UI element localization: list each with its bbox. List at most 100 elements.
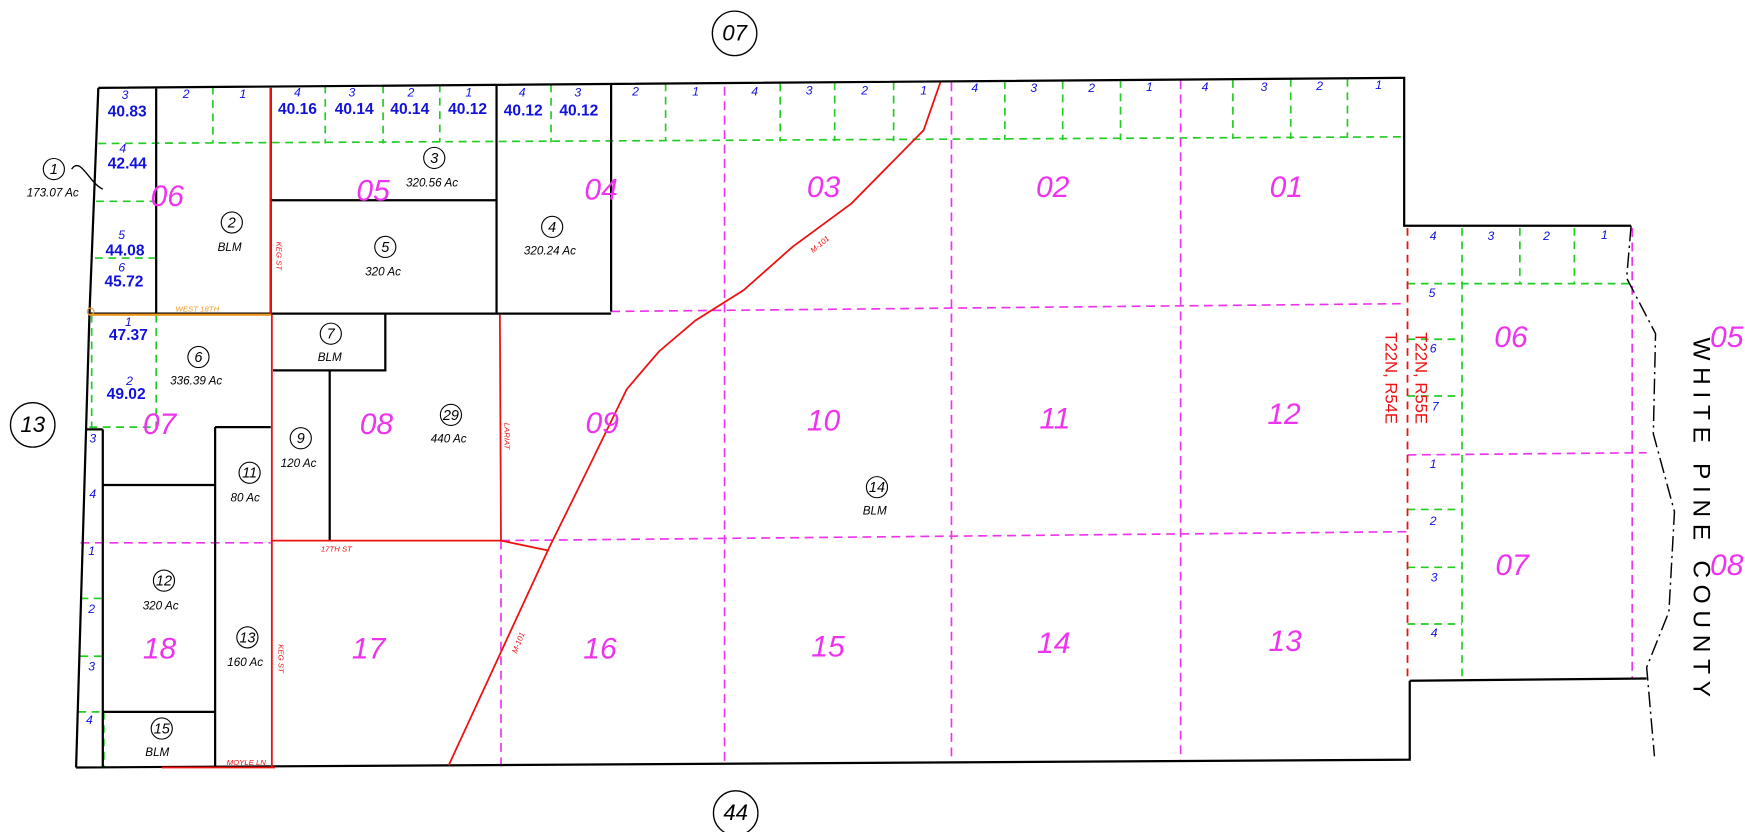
- lot-number: 5: [118, 228, 125, 242]
- parcel-number: 3: [430, 151, 438, 167]
- lot-number: 1: [1375, 78, 1382, 92]
- lot-acreage: 44.08: [106, 242, 145, 259]
- lot-number: 2: [1542, 229, 1550, 243]
- lot-acreage: 40.16: [278, 101, 317, 118]
- section-number: 07: [143, 408, 178, 441]
- section-number: 04: [584, 173, 617, 206]
- lot-acreage: 40.12: [448, 101, 487, 118]
- road-label: KEG ST: [277, 644, 286, 674]
- parcel-area: 320.24 Ac: [524, 244, 576, 257]
- lot-number: 3: [1261, 80, 1268, 94]
- parcel-area: 336.39 Ac: [170, 375, 222, 388]
- parcel-number: 13: [239, 630, 255, 646]
- parcel-area: 80 Ac: [230, 491, 260, 504]
- lot-number: 4: [1430, 229, 1437, 243]
- lot-number: 7: [1432, 399, 1440, 413]
- section-number: 08: [360, 408, 394, 441]
- lot-acreage: 40.83: [108, 103, 147, 120]
- lot-number: 3: [574, 86, 581, 100]
- lot-number: 4: [751, 85, 758, 99]
- lot-number: 4: [519, 86, 526, 100]
- parcel-area: BLM: [145, 746, 169, 759]
- section-number: 08: [1710, 549, 1744, 582]
- lot-number: 6: [1430, 341, 1437, 355]
- lot-number: 2: [406, 86, 414, 100]
- parcel-number: 15: [154, 721, 171, 737]
- county-name: WHITE PINE COUNTY: [1688, 337, 1715, 703]
- township-label: T22N, R55E: [1411, 332, 1430, 424]
- lot-number: 6: [118, 260, 125, 274]
- lot-acreage: 49.02: [107, 386, 146, 403]
- lot-acreage: 40.12: [559, 102, 598, 119]
- section-number: 09: [586, 407, 620, 440]
- section-number: 18: [143, 633, 177, 666]
- parcel-area: 173.07 Ac: [27, 187, 79, 200]
- adjacent-parcel: 13: [20, 412, 45, 437]
- parcel-number: 2: [227, 215, 236, 231]
- lot-number: 3: [349, 86, 356, 100]
- parcel-area: 320.56 Ac: [406, 177, 458, 190]
- section-number: 16: [583, 633, 617, 666]
- adjacent-parcel: 07: [722, 20, 748, 45]
- lot-number: 3: [1030, 81, 1037, 95]
- section-number: 15: [811, 630, 845, 663]
- lot-number: 1: [465, 86, 472, 100]
- parcel-number: 7: [327, 327, 336, 343]
- lot-number: 2: [860, 83, 868, 97]
- parcel-number: 29: [442, 408, 459, 424]
- parcel-number: 5: [381, 240, 390, 256]
- parcel-area: 440 Ac: [431, 432, 467, 445]
- parcel-area: BLM: [318, 351, 342, 364]
- lot-number: 3: [1431, 571, 1438, 585]
- parcel-area: BLM: [863, 505, 887, 518]
- lot-acreage: 40.14: [390, 101, 429, 118]
- section-number: 13: [1268, 625, 1302, 658]
- road-label: MOYLE LN: [227, 758, 267, 767]
- lot-number: 3: [1488, 229, 1495, 243]
- road-label: WEST 18TH: [176, 304, 220, 313]
- section-number: 06: [151, 180, 185, 213]
- lot-acreage: 40.12: [504, 102, 543, 119]
- section-number: 05: [356, 174, 390, 207]
- parcel-area: 160 Ac: [227, 656, 263, 669]
- lot-number: 1: [240, 87, 247, 101]
- road-label: KEG ST: [274, 242, 283, 272]
- road-label: 17TH ST: [321, 545, 353, 554]
- lot-number: 1: [88, 544, 95, 558]
- lot-number: 2: [87, 602, 95, 616]
- lot-acreage: 42.44: [108, 156, 147, 173]
- parcel-area: BLM: [218, 241, 242, 254]
- lot-number: 1: [1430, 457, 1437, 471]
- lot-number: 2: [631, 85, 639, 99]
- section-number: 06: [1494, 321, 1528, 354]
- lot-number: 4: [1431, 626, 1438, 640]
- lot-number: 1: [125, 315, 132, 329]
- lot-number: 3: [122, 88, 129, 102]
- section-number: 07: [1495, 549, 1530, 582]
- linework: [72, 78, 1675, 768]
- lot-number: 2: [1087, 81, 1095, 95]
- section-number: 03: [807, 171, 841, 204]
- lot-number: 4: [86, 713, 93, 727]
- section-number: 01: [1270, 171, 1303, 204]
- road-label: LARIAT: [502, 423, 511, 451]
- parcel-area: 320 Ac: [365, 266, 401, 279]
- lot-number: 2: [1429, 514, 1437, 528]
- adjacent-parcel: 44: [723, 800, 748, 825]
- parcel-number: 9: [297, 431, 305, 447]
- lot-number: 2: [1315, 79, 1323, 93]
- section-number: 05: [1710, 321, 1744, 354]
- section-number: 17: [352, 633, 387, 666]
- lot-number: 3: [89, 432, 96, 446]
- lot-number: 1: [1601, 228, 1608, 242]
- lot-number: 3: [88, 660, 95, 674]
- lot-number: 2: [182, 87, 190, 101]
- lot-number: 1: [692, 85, 699, 99]
- section-number: 12: [1267, 398, 1301, 431]
- township-label: T22N, R54E: [1381, 332, 1400, 424]
- lot-number: 4: [971, 81, 978, 95]
- parcel-number: 12: [156, 574, 172, 590]
- parcel-number: 11: [242, 466, 257, 482]
- parcel-number: 14: [869, 480, 885, 496]
- section-number: 11: [1039, 402, 1070, 435]
